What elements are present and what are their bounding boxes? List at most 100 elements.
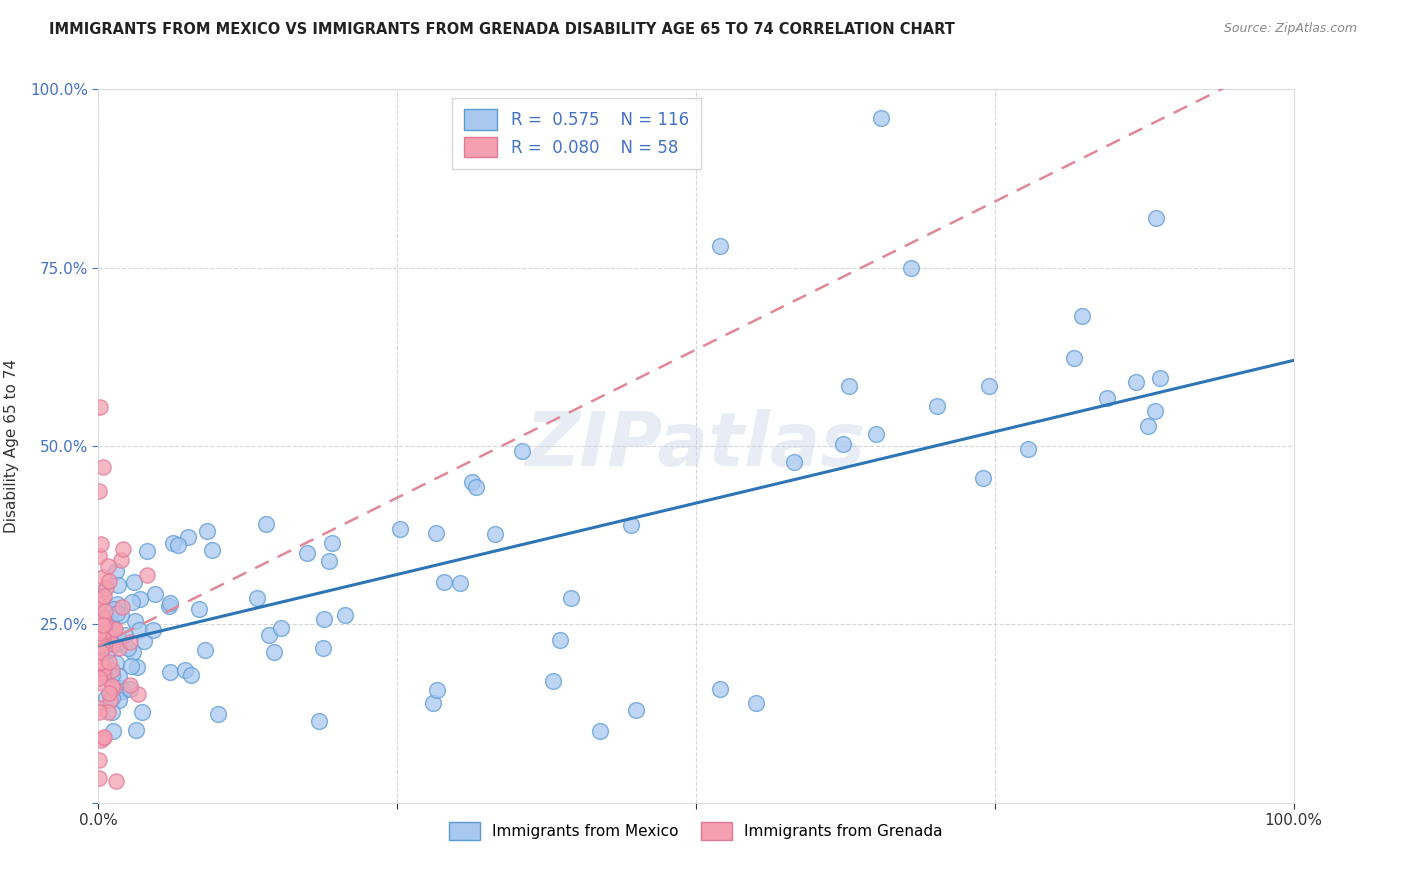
Point bbox=[838, 379, 860, 393]
Point bbox=[90, 645, 112, 659]
Point bbox=[118, 635, 141, 649]
Point bbox=[89, 644, 111, 658]
Point bbox=[162, 536, 184, 550]
Point bbox=[174, 663, 197, 677]
Point bbox=[89, 614, 111, 628]
Point bbox=[745, 696, 768, 710]
Point bbox=[107, 640, 129, 655]
Point bbox=[1144, 211, 1167, 225]
Point bbox=[93, 731, 115, 745]
Point bbox=[110, 552, 132, 566]
Point bbox=[91, 623, 114, 637]
Point bbox=[143, 587, 166, 601]
Point bbox=[110, 681, 132, 696]
Point bbox=[128, 624, 150, 638]
Point bbox=[118, 678, 141, 692]
Point bbox=[335, 608, 357, 623]
Point bbox=[101, 690, 124, 705]
Point bbox=[104, 656, 127, 670]
Point bbox=[87, 549, 110, 563]
Point bbox=[709, 239, 731, 253]
Point bbox=[107, 693, 129, 707]
Point bbox=[321, 535, 343, 549]
Point bbox=[167, 538, 190, 552]
Point bbox=[91, 460, 114, 475]
Point bbox=[104, 680, 127, 694]
Point bbox=[93, 614, 115, 628]
Point bbox=[87, 701, 110, 715]
Point bbox=[1149, 371, 1171, 385]
Point bbox=[90, 656, 112, 670]
Point bbox=[620, 518, 643, 533]
Point bbox=[484, 527, 506, 541]
Point bbox=[90, 732, 112, 747]
Point bbox=[107, 635, 129, 649]
Point bbox=[105, 564, 128, 578]
Point bbox=[98, 687, 121, 701]
Point bbox=[128, 592, 150, 607]
Point bbox=[105, 597, 128, 611]
Point bbox=[90, 666, 112, 681]
Point bbox=[927, 399, 949, 413]
Point bbox=[91, 731, 114, 745]
Point bbox=[195, 524, 218, 538]
Point bbox=[865, 427, 887, 442]
Point bbox=[100, 663, 122, 677]
Point bbox=[91, 617, 114, 632]
Point bbox=[98, 685, 121, 699]
Point bbox=[104, 622, 127, 636]
Point bbox=[90, 654, 112, 668]
Point bbox=[318, 554, 340, 568]
Point bbox=[308, 714, 330, 728]
Point bbox=[125, 723, 148, 738]
Point bbox=[94, 655, 117, 669]
Point bbox=[1063, 351, 1085, 365]
Point bbox=[709, 681, 731, 696]
Point bbox=[98, 693, 121, 707]
Point bbox=[97, 629, 120, 643]
Point bbox=[94, 616, 117, 631]
Point bbox=[136, 544, 159, 558]
Point bbox=[94, 691, 117, 706]
Point bbox=[157, 599, 180, 613]
Point bbox=[93, 667, 115, 681]
Point bbox=[104, 774, 127, 789]
Point bbox=[389, 522, 412, 536]
Text: Source: ZipAtlas.com: Source: ZipAtlas.com bbox=[1223, 22, 1357, 36]
Point bbox=[103, 681, 125, 695]
Point bbox=[136, 568, 159, 582]
Point bbox=[207, 707, 229, 722]
Point bbox=[98, 642, 121, 657]
Point bbox=[263, 645, 285, 659]
Point bbox=[180, 668, 202, 682]
Point bbox=[89, 639, 111, 653]
Y-axis label: Disability Age 65 to 74: Disability Age 65 to 74 bbox=[4, 359, 18, 533]
Point bbox=[122, 575, 145, 590]
Point bbox=[93, 589, 115, 603]
Point bbox=[97, 706, 120, 720]
Point bbox=[111, 599, 134, 614]
Text: ZIPatlas: ZIPatlas bbox=[526, 409, 866, 483]
Point bbox=[972, 471, 994, 485]
Point bbox=[103, 602, 125, 616]
Point bbox=[87, 753, 110, 767]
Point bbox=[1071, 309, 1094, 323]
Point bbox=[91, 659, 114, 673]
Point bbox=[159, 665, 181, 679]
Point bbox=[105, 606, 128, 620]
Point bbox=[91, 676, 114, 690]
Point bbox=[449, 575, 471, 590]
Point bbox=[90, 655, 112, 669]
Point bbox=[312, 640, 335, 655]
Point bbox=[254, 516, 277, 531]
Point bbox=[560, 591, 582, 605]
Point bbox=[541, 674, 564, 689]
Point bbox=[783, 455, 806, 469]
Point bbox=[125, 660, 148, 674]
Point bbox=[97, 626, 120, 640]
Point bbox=[425, 526, 447, 541]
Point bbox=[187, 602, 209, 616]
Point bbox=[97, 558, 120, 573]
Point bbox=[110, 608, 132, 623]
Point bbox=[132, 634, 155, 648]
